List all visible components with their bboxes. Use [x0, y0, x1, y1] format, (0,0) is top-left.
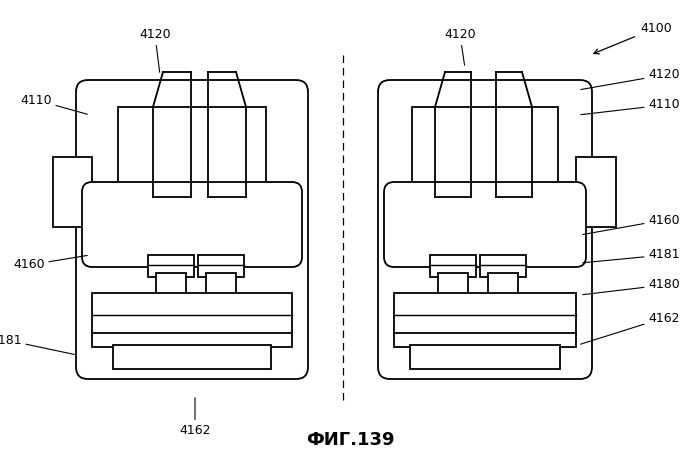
Bar — [148, 255, 194, 277]
Bar — [412, 107, 558, 197]
Text: 4181: 4181 — [583, 249, 680, 263]
Bar — [53, 157, 92, 227]
FancyBboxPatch shape — [378, 80, 592, 379]
Text: 4160: 4160 — [13, 255, 88, 272]
Bar — [92, 293, 292, 335]
Bar — [198, 255, 244, 277]
Bar — [118, 107, 266, 197]
Text: 4160: 4160 — [582, 213, 680, 235]
Text: 4110: 4110 — [581, 98, 680, 115]
Bar — [438, 273, 468, 295]
Text: 4180: 4180 — [583, 279, 680, 295]
Bar — [488, 273, 518, 295]
Text: 4110: 4110 — [20, 93, 88, 114]
Bar — [410, 345, 560, 369]
FancyBboxPatch shape — [76, 80, 308, 379]
Text: 4162: 4162 — [179, 398, 211, 437]
Text: 4181: 4181 — [0, 334, 74, 354]
Bar — [156, 273, 186, 295]
Bar — [92, 333, 292, 347]
Bar — [480, 255, 526, 277]
Text: 4120: 4120 — [444, 29, 476, 65]
Bar — [113, 345, 271, 369]
Bar — [394, 293, 576, 335]
Text: ФИГ.139: ФИГ.139 — [306, 431, 394, 449]
Bar — [430, 255, 476, 277]
Text: 4162: 4162 — [581, 311, 680, 344]
FancyBboxPatch shape — [384, 182, 586, 267]
Text: 4120: 4120 — [581, 68, 680, 90]
Bar — [576, 157, 616, 227]
Bar — [394, 333, 576, 347]
FancyBboxPatch shape — [82, 182, 302, 267]
Bar — [206, 273, 236, 295]
Text: 4120: 4120 — [139, 29, 171, 72]
Text: 4100: 4100 — [594, 22, 672, 54]
